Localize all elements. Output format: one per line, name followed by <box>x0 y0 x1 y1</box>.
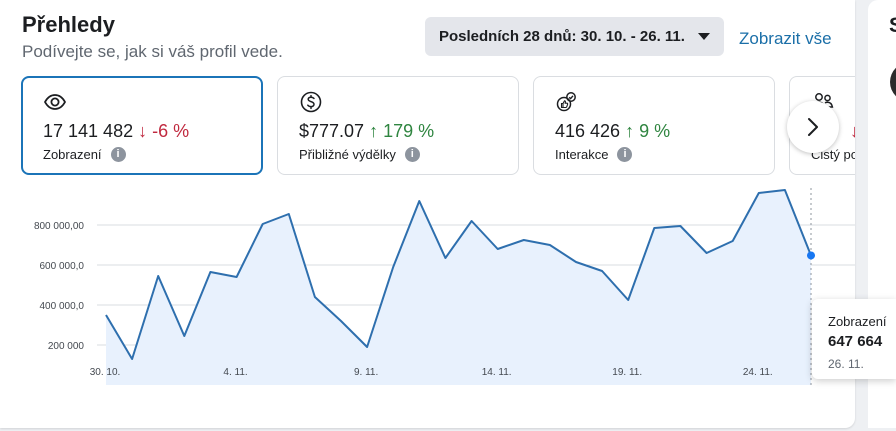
page-title: Přehledy <box>22 12 115 37</box>
metric-card-views[interactable]: 17 141 482 ↓ -6 % Zobrazení i <box>21 76 263 175</box>
avatar[interactable] <box>890 62 896 102</box>
metric-label: Zobrazení i <box>43 147 126 162</box>
y-tick-label: 400 000,0 <box>40 301 85 312</box>
chart-area-fill <box>106 190 811 385</box>
tooltip-date: 26. 11. <box>828 357 864 371</box>
metric-change: 9 % <box>639 121 671 141</box>
info-icon[interactable]: i <box>404 147 420 162</box>
tooltip-value: 647 664 <box>828 333 883 350</box>
x-tick-label: 30. 10. <box>90 367 121 378</box>
x-tick-label: 14. 11. <box>482 367 512 378</box>
trend-down-icon: ↓ <box>138 121 148 141</box>
info-icon[interactable]: i <box>110 147 126 162</box>
interactions-icon <box>556 92 576 112</box>
tooltip-label: Zobrazení <box>828 314 887 329</box>
eye-icon <box>43 94 67 110</box>
metric-value: $777.07 ↑ 179 % <box>299 121 435 141</box>
metric-change: -6 % <box>152 121 190 141</box>
trend-up-icon: ↑ <box>369 121 379 141</box>
chart-tooltip: Zobrazení 647 664 26. 11. <box>812 299 896 379</box>
metric-change: 179 % <box>383 121 435 141</box>
metric-label: Přibližné výdělky i <box>299 147 420 162</box>
dollar-icon <box>300 91 322 113</box>
next-cards-button[interactable] <box>787 101 839 153</box>
date-range-dropdown[interactable]: Posledních 28 dnů: 30. 10. - 26. 11. <box>425 17 724 56</box>
date-range-label: Posledních 28 dnů: 30. 10. - 26. 11. <box>439 28 685 45</box>
x-tick-label: 4. 11. <box>223 367 247 378</box>
y-tick-label: 800 000,00 <box>34 221 84 232</box>
page-subtitle: Podívejte se, jak si váš profil vede. <box>22 42 283 61</box>
y-tick-label: 600 000,0 <box>40 261 85 272</box>
side-panel-title: S <box>889 14 896 38</box>
chevron-right-icon <box>808 118 818 136</box>
hover-point[interactable] <box>807 251 815 260</box>
chart-series-line <box>105 189 812 360</box>
x-tick-label: 19. 11. <box>612 367 642 378</box>
metric-card-earnings[interactable]: $777.07 ↑ 179 % Přibližné výdělky i <box>277 76 519 175</box>
metric-label: Interakce i <box>555 147 633 162</box>
insights-panel: Přehledy Podívejte se, jak si váš profil… <box>0 0 855 428</box>
info-icon[interactable]: i <box>617 147 633 162</box>
metric-card-interactions[interactable]: 416 426 ↑ 9 % Interakce i <box>533 76 775 175</box>
trend-up-icon: ↑ <box>625 121 635 141</box>
metric-value: 17 141 482 ↓ -6 % <box>43 121 190 141</box>
see-all-link[interactable]: Zobrazit vše <box>739 29 832 48</box>
caret-down-icon <box>698 33 710 40</box>
y-tick-label: 200 000 <box>48 341 85 352</box>
metric-value: 416 426 ↑ 9 % <box>555 121 671 141</box>
x-tick-label: 9. 11. <box>354 367 378 378</box>
x-tick-label: 24. 11. <box>743 367 773 378</box>
trend-down-icon: ↓ <box>850 121 855 141</box>
views-chart: 200 000 400 000,0 600 000,0 800 000,00 30. … <box>34 188 855 385</box>
